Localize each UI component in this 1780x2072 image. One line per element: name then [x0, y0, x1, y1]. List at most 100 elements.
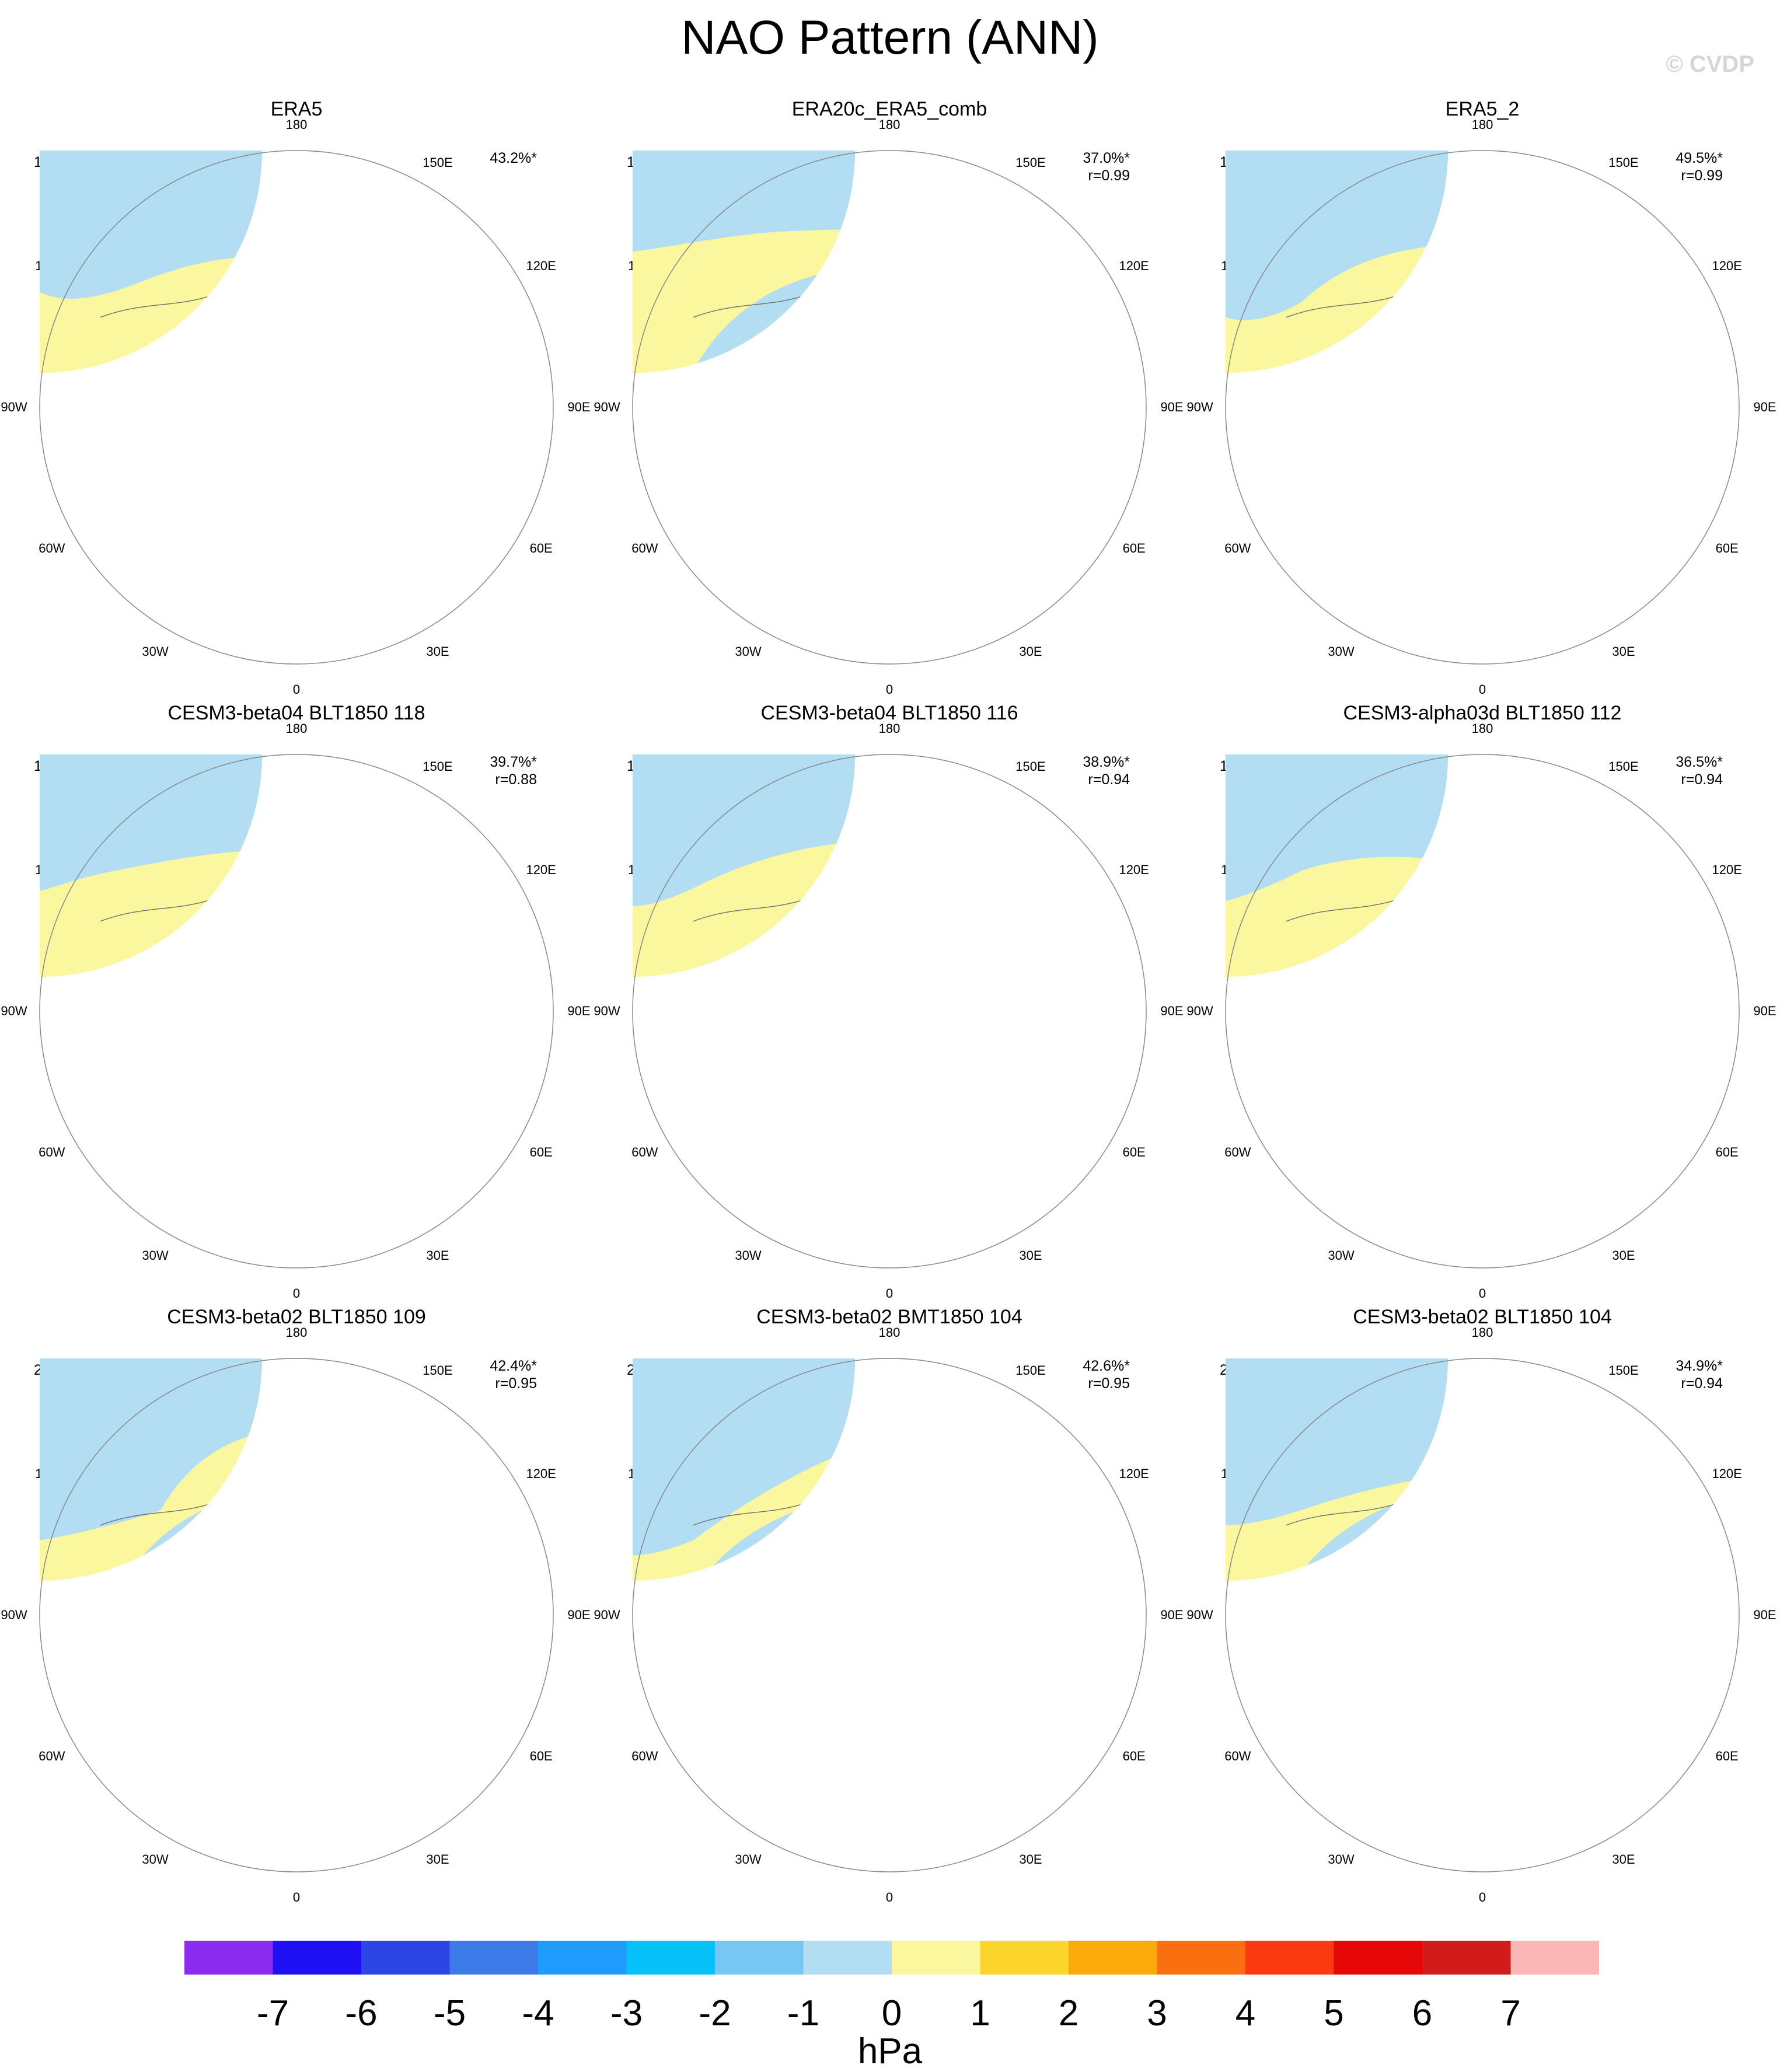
map-boundary [39, 150, 554, 665]
icelandic-low-center [240, 457, 295, 501]
longitude-label: 90E [1160, 1608, 1184, 1622]
longitude-label: 150E [1015, 155, 1046, 170]
contour-fills [40, 754, 369, 1200]
pacific-negative-region [633, 151, 856, 252]
longitude-label: 30E [426, 1852, 449, 1867]
explained-variance: 42.4%* [490, 1358, 537, 1374]
colorbar-swatch [715, 1941, 804, 1975]
colorbar-swatch [1334, 1941, 1422, 1975]
longitude-label: 90E [1753, 400, 1776, 414]
icelandic-low-core [766, 1546, 856, 1581]
longitude-label: 150E [423, 759, 453, 774]
longitude-label: 90E [567, 1608, 591, 1622]
explained-variance: 42.6%* [1083, 1358, 1130, 1374]
longitude-label: 90E [1160, 1004, 1184, 1018]
longitude-label: 90W [594, 400, 620, 414]
longitude-label: 90E [1753, 1608, 1776, 1622]
longitude-label: 180 [285, 1325, 308, 1340]
longitude-label: 180 [1471, 117, 1493, 132]
longitude-label: 30W [735, 644, 762, 659]
longitude-label: 60W [39, 1145, 65, 1159]
pacific-positive-core [222, 887, 262, 946]
map-boundary [1225, 1358, 1740, 1872]
polar-map [39, 150, 554, 665]
arctic-negative-region [137, 955, 263, 977]
longitude-label: 30W [735, 1248, 762, 1263]
map-panel: CESM3-beta02 BLT1850 10429-10834.9%*r=0.… [1186, 1306, 1779, 1907]
contour-fills [40, 151, 295, 501]
colorbar-units: hPa [857, 2031, 923, 2071]
contour-fills [633, 1358, 856, 1581]
longitude-label: 90W [1186, 1004, 1213, 1018]
explained-variance: 39.7%* [490, 754, 537, 770]
longitude-label: 60W [631, 541, 658, 555]
polar-map [632, 1358, 1147, 1872]
longitude-label: 0 [1478, 1890, 1486, 1905]
contour-fills [40, 1358, 263, 1581]
coastline [1286, 275, 1449, 373]
longitude-label: 0 [292, 1286, 301, 1301]
colorbar-tick-label: -3 [610, 1993, 643, 2033]
panel-stats: 42.6%* r=0.95 [1042, 1357, 1130, 1392]
explained-variance: 36.5%* [1676, 754, 1723, 770]
longitude-label: 90W [1, 1004, 27, 1018]
coastline [1286, 1483, 1449, 1581]
longitude-label: 180 [1471, 721, 1493, 736]
longitude-label: 90E [567, 1004, 591, 1018]
panel-stats: 42.4%* r=0.95 [449, 1357, 537, 1392]
pattern-correlation: r=0.95 [495, 1375, 537, 1392]
longitude-label: 30W [142, 1852, 169, 1867]
polar-map [39, 754, 554, 1269]
colorbar-tick-label: -6 [345, 1993, 378, 2033]
map-panel: CESM3-beta04 BLT1850 11810-4339.7%*r=0.8… [0, 702, 593, 1303]
map-panel: CESM3-beta04 BLT1850 11610-6338.9%*r=0.9… [593, 702, 1186, 1303]
longitude-label: 0 [885, 1890, 894, 1905]
colorbar-tick-label: -1 [787, 1993, 820, 2033]
longitude-label: 60W [39, 1749, 65, 1763]
azores-high-core [780, 531, 827, 568]
longitude-label: 90E [567, 400, 591, 414]
colorbar-tick-label: 1 [970, 1993, 990, 2033]
longitude-label: 180 [1471, 1325, 1493, 1340]
colorbar-swatch [803, 1941, 892, 1975]
map-panel: ERA51950-202343.2%*180150E120E90E60E30E0… [0, 98, 593, 699]
longitude-label: 60E [1715, 541, 1739, 555]
longitude-label: 120E [1119, 862, 1149, 877]
explained-variance: 37.0%* [1083, 150, 1130, 166]
panel-stats: 39.7%* r=0.88 [449, 753, 537, 788]
icelandic-low-core [195, 983, 369, 1153]
panel-stats: 34.9%* r=0.94 [1635, 1357, 1723, 1392]
colorbar-tick-label: 4 [1235, 1993, 1256, 2033]
colorbar [184, 1941, 1599, 1975]
colorbar-swatch [1069, 1941, 1157, 1975]
icelandic-low-core [765, 326, 856, 373]
longitude-label: 60E [529, 1749, 553, 1763]
panel-title: CESM3-beta04 BLT1850 118 [167, 702, 425, 724]
contour-fills [1226, 151, 1486, 595]
map-boundary [632, 150, 1147, 665]
colorbar-swatch [892, 1941, 980, 1975]
panel-stats: 36.5%* r=0.94 [1635, 753, 1723, 788]
longitude-label: 120E [526, 258, 556, 273]
longitude-label: 120E [1712, 1466, 1742, 1481]
icelandic-low-center [1420, 452, 1486, 506]
map-panel: CESM3-beta02 BMT1850 10425-10442.6%*r=0.… [593, 1306, 1186, 1907]
pattern-correlation: r=0.94 [1681, 1375, 1723, 1392]
colorbar-tick-label: 5 [1324, 1993, 1344, 2033]
icelandic-low-core [1379, 358, 1449, 373]
longitude-label: 150E [1608, 155, 1639, 170]
longitude-label: 60E [1122, 1749, 1146, 1763]
pacific-negative-region [40, 1358, 263, 1540]
panel-stats: 43.2%* [449, 149, 537, 167]
longitude-label: 90W [594, 1608, 620, 1622]
azores-high-core [1339, 485, 1436, 595]
map-boundary [1225, 150, 1740, 665]
pattern-correlation: r=0.99 [1088, 167, 1130, 184]
coastline [100, 275, 263, 373]
icelandic-low-center [842, 1074, 899, 1121]
longitude-label: 60E [1122, 1145, 1146, 1159]
panel-title: CESM3-beta02 BMT1850 104 [756, 1306, 1022, 1328]
azores-high-core [168, 1118, 280, 1200]
colorbar-swatch [273, 1941, 361, 1975]
longitude-label: 0 [1478, 1286, 1486, 1301]
